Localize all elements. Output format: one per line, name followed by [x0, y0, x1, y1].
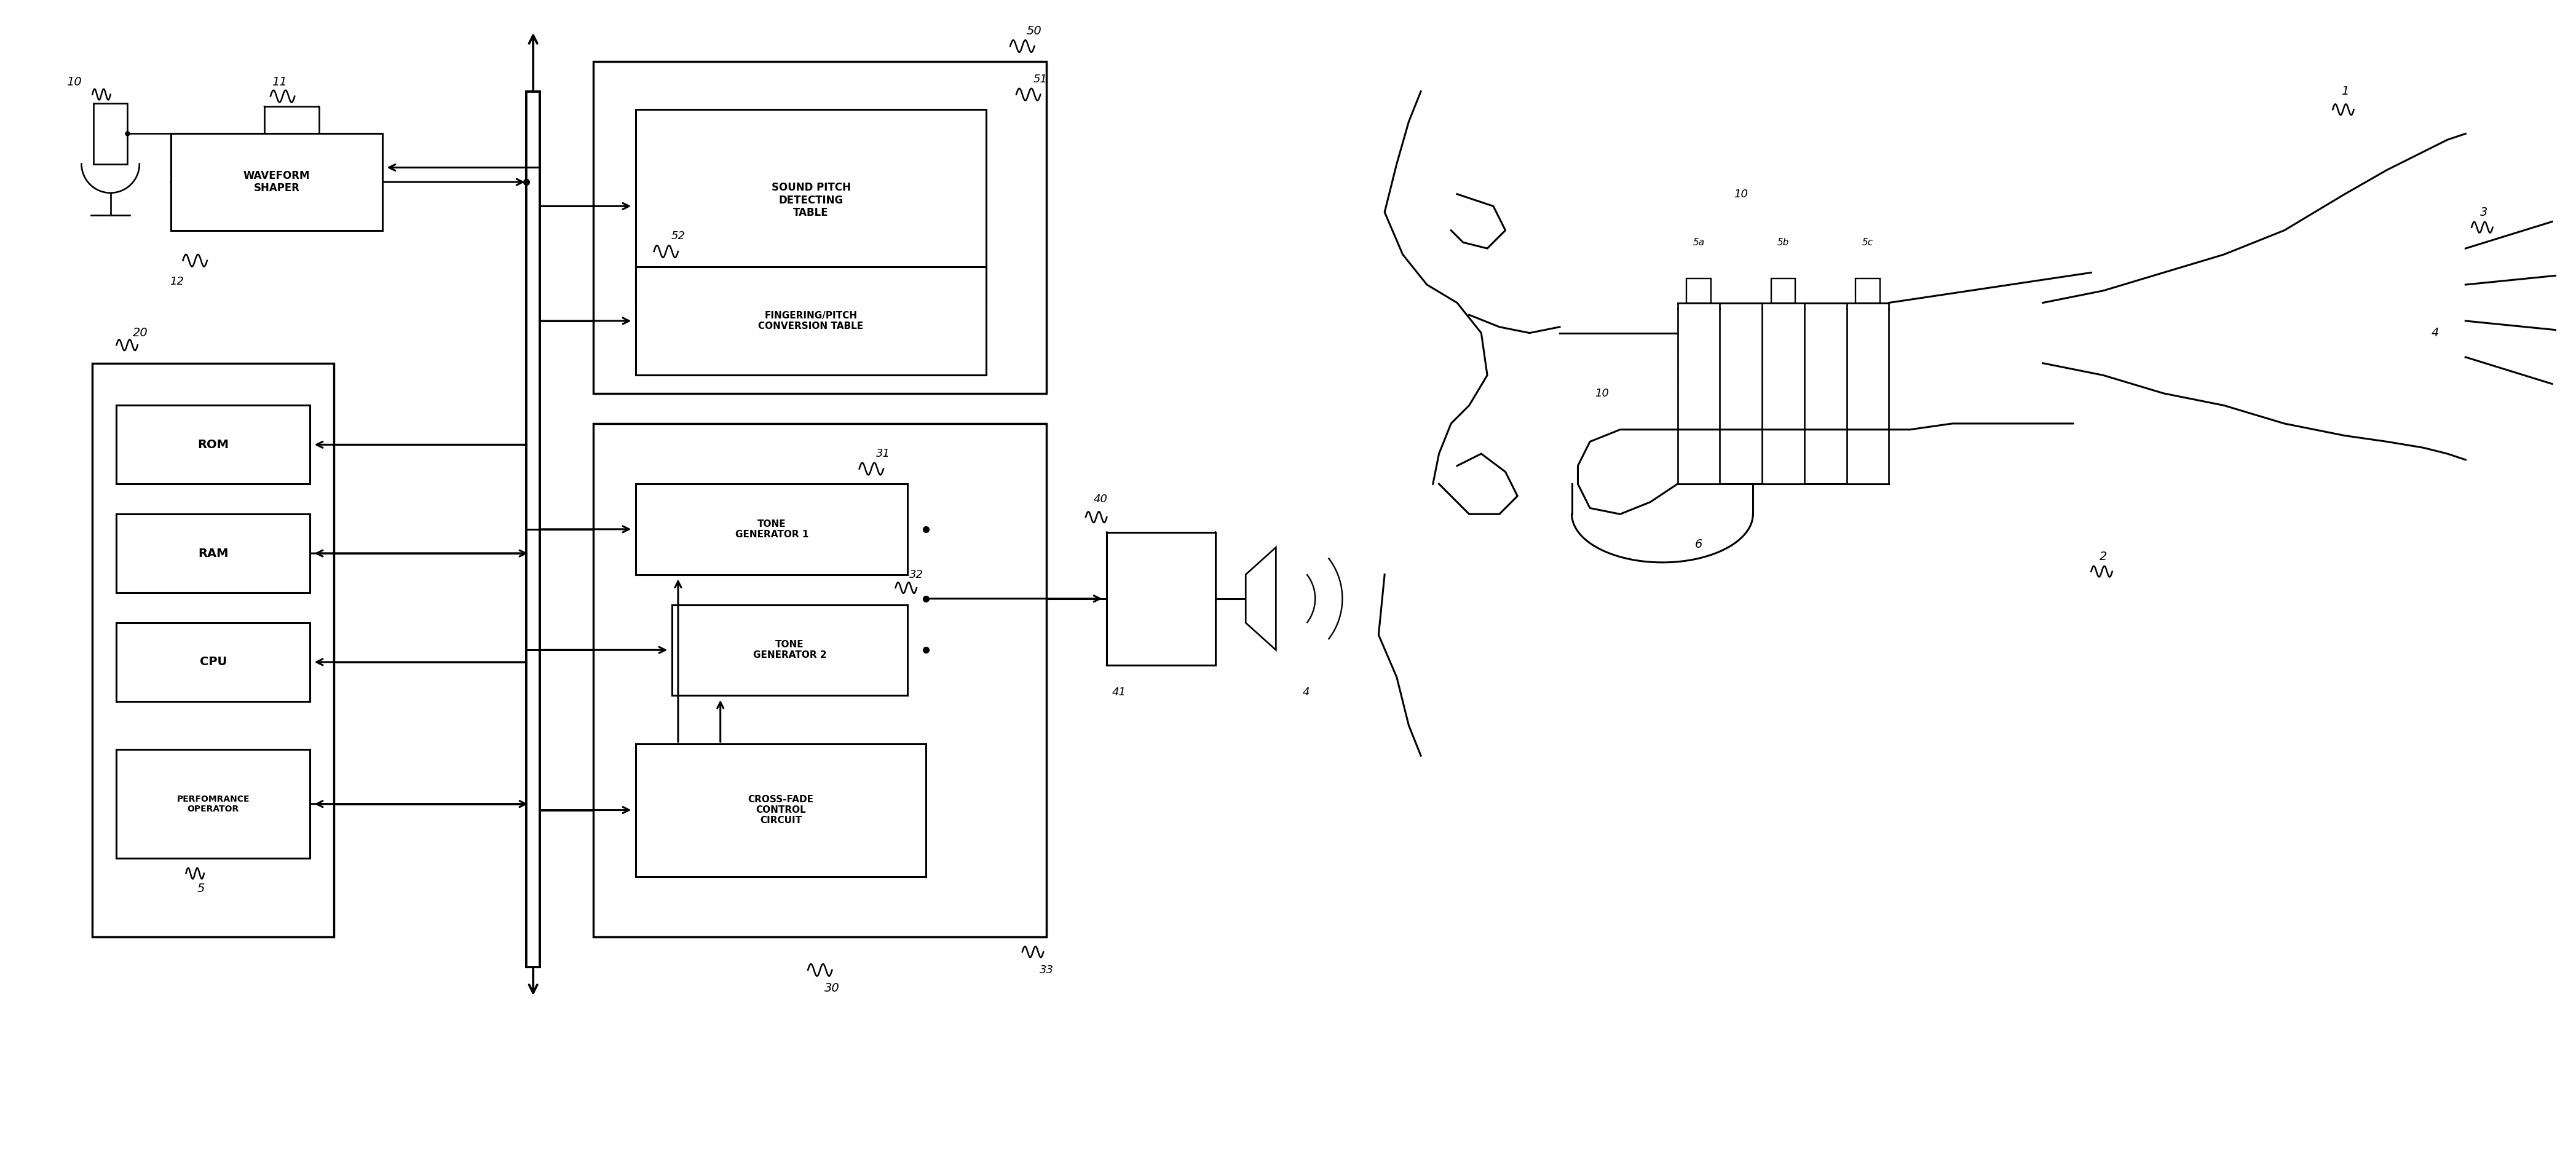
Bar [1855, 278, 1880, 303]
Text: 50: 50 [1028, 25, 1041, 37]
Text: WAVEFORM
SHAPER: WAVEFORM SHAPER [242, 170, 309, 194]
Text: 1: 1 [2342, 85, 2349, 98]
Text: 32: 32 [909, 569, 925, 580]
Text: 20: 20 [134, 327, 149, 339]
Bar [1762, 303, 1803, 484]
Bar [636, 484, 907, 574]
Text: 41: 41 [1113, 687, 1126, 697]
Bar [1687, 278, 1710, 303]
Text: TONE
GENERATOR 1: TONE GENERATOR 1 [734, 519, 809, 539]
Text: CPU: CPU [198, 656, 227, 668]
Bar [170, 133, 381, 230]
Bar [1847, 303, 1888, 484]
Text: 5c: 5c [1862, 238, 1873, 247]
Text: 31: 31 [876, 448, 891, 460]
Text: 5: 5 [198, 882, 206, 894]
Text: 30: 30 [824, 982, 840, 994]
Text: RAM: RAM [198, 548, 229, 560]
Bar [265, 107, 319, 161]
Text: SOUND PITCH
DETECTING
TABLE: SOUND PITCH DETECTING TABLE [770, 182, 850, 218]
Text: 5b: 5b [1777, 238, 1790, 247]
Text: 51: 51 [1033, 74, 1048, 85]
Text: 11: 11 [273, 77, 286, 88]
Bar [526, 92, 541, 967]
Text: 4: 4 [2432, 327, 2439, 339]
Text: 6: 6 [1695, 539, 1703, 550]
Bar [116, 749, 309, 858]
Bar [1677, 303, 1721, 484]
Text: TONE
GENERATOR 2: TONE GENERATOR 2 [752, 640, 827, 660]
Text: 52: 52 [670, 231, 685, 242]
Text: 10: 10 [67, 77, 82, 88]
Bar [636, 267, 987, 376]
Text: 5a: 5a [1692, 238, 1705, 247]
Bar [93, 363, 335, 936]
Bar [592, 424, 1046, 936]
Text: 4: 4 [1303, 687, 1309, 697]
Text: 10: 10 [1734, 188, 1749, 200]
Bar [636, 109, 987, 303]
Text: 3: 3 [2481, 207, 2488, 218]
Text: 12: 12 [170, 276, 183, 287]
Bar [1772, 278, 1795, 303]
Text: ROM: ROM [198, 439, 229, 450]
Text: 40: 40 [1095, 493, 1108, 504]
Bar [116, 623, 309, 701]
Bar [672, 604, 907, 695]
Bar [636, 743, 925, 877]
Bar [526, 92, 541, 967]
Bar [1108, 532, 1216, 665]
Bar [116, 406, 309, 484]
Text: 10: 10 [1595, 388, 1610, 399]
Text: PERFOMRANCE
OPERATOR: PERFOMRANCE OPERATOR [178, 795, 250, 813]
Bar [592, 61, 1046, 393]
Text: CROSS-FADE
CONTROL
CIRCUIT: CROSS-FADE CONTROL CIRCUIT [747, 795, 814, 825]
Text: FINGERING/PITCH
CONVERSION TABLE: FINGERING/PITCH CONVERSION TABLE [757, 311, 863, 331]
Bar [93, 103, 126, 164]
Text: 2: 2 [2099, 550, 2107, 562]
Bar [116, 514, 309, 593]
Text: 33: 33 [1038, 964, 1054, 976]
Polygon shape [1247, 547, 1275, 650]
